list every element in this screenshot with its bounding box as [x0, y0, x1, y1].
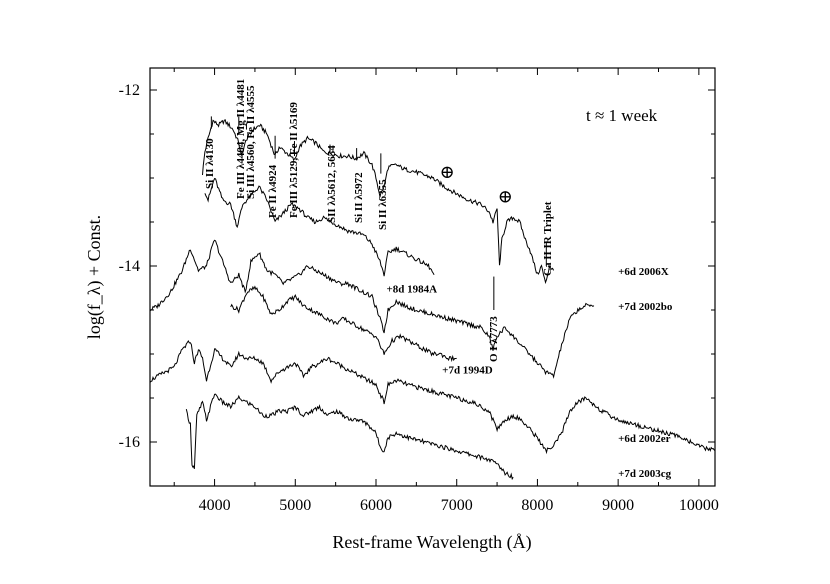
series-label-group: +8d 1984A +6d 2006X +7d 2002bo +7d 1994D +6d…	[386, 266, 672, 480]
line-id-label: O I λ7773	[488, 316, 500, 362]
epoch-annotation: t ≈ 1 week	[586, 106, 658, 125]
y-tick-label: -14	[119, 258, 140, 275]
axis-ticks: 4000 5000 6000 7000 8000 9000 10000 -12 -14 -16	[119, 68, 719, 514]
series-label: +8d 1984A	[386, 283, 437, 295]
line-id-label: Si II λ5972	[353, 172, 365, 223]
line-id-label: SII λλ5612, 5654	[326, 145, 338, 223]
x-tick-label: 8000	[521, 497, 553, 514]
x-axis-title: Rest-frame Wavelength (Å)	[332, 532, 531, 553]
series-label: +7d 1994D	[442, 364, 493, 376]
line-id-label: Si II λ6355	[377, 179, 389, 230]
y-tick-label: -12	[119, 82, 140, 99]
line-id-label: Ca II IR Triplet	[542, 201, 554, 276]
x-tick-label: 4000	[199, 497, 231, 514]
series-line--7d-1994d	[230, 285, 457, 363]
line-id-label: Si II λ4130	[204, 138, 216, 189]
series-line--7d-2003cg	[185, 393, 514, 481]
series-line--6d-2006x	[202, 119, 555, 285]
telluric-group: ⊕⊕	[439, 162, 512, 207]
plot-frame	[149, 67, 716, 487]
line-id-label: Fe III λ5129, Fe II λ5169	[288, 102, 300, 218]
series-line--8d-1984a	[204, 177, 435, 277]
y-axis-title: log(f_λ) + Const.	[84, 215, 105, 339]
series-line--7d-2002bo	[149, 239, 595, 379]
series-group	[149, 119, 716, 481]
series-label: +6d 2006X	[618, 266, 669, 278]
y-tick-label: -16	[119, 434, 140, 451]
x-tick-label: 9000	[602, 497, 634, 514]
series-label: +7d 2002bo	[618, 301, 673, 313]
telluric-marker: ⊕	[439, 162, 454, 182]
line-id-label: Si III λ4560, Fe II λ4555	[245, 85, 257, 199]
line-id-label: Fe III λ4404, Mg II λ4481	[235, 79, 247, 199]
x-tick-label: 5000	[279, 497, 311, 514]
series-label: +7d 2003cg	[618, 468, 672, 480]
x-tick-label: 6000	[360, 497, 392, 514]
telluric-marker: ⊕	[498, 187, 513, 207]
line-id-label: Fe II λ4924	[267, 164, 279, 218]
series-line--6d-2002er	[149, 340, 716, 455]
series-label: +6d 2002er	[618, 433, 671, 445]
x-tick-label: 7000	[441, 497, 473, 514]
x-tick-label: 10000	[679, 497, 719, 514]
